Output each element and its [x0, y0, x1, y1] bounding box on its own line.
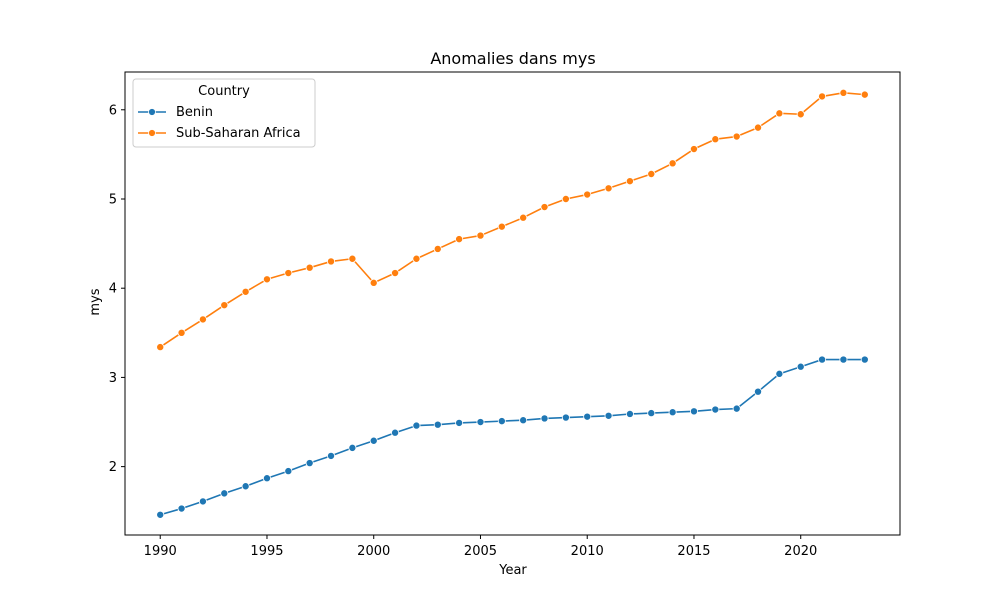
- legend-label-ssa: Sub-Saharan Africa: [176, 126, 301, 141]
- data-point-sub-saharan-africa: [348, 254, 357, 263]
- data-point-benin: [348, 443, 357, 452]
- data-point-benin: [818, 355, 827, 364]
- data-point-benin: [689, 407, 698, 416]
- data-point-sub-saharan-africa: [220, 301, 229, 310]
- data-point-sub-saharan-africa: [796, 110, 805, 119]
- data-point-sub-saharan-africa: [156, 343, 165, 352]
- axes-frame: [124, 71, 901, 536]
- data-point-benin: [198, 497, 207, 506]
- data-point-benin: [796, 362, 805, 371]
- data-point-sub-saharan-africa: [284, 269, 293, 278]
- data-point-sub-saharan-africa: [327, 257, 336, 266]
- data-point-benin: [860, 355, 869, 364]
- y-tick-label: 4: [109, 282, 117, 297]
- data-point-sub-saharan-africa: [369, 278, 378, 287]
- data-point-sub-saharan-africa: [497, 222, 506, 231]
- data-point-benin: [711, 405, 720, 414]
- data-point-sub-saharan-africa: [177, 328, 186, 337]
- x-tick-label: 1990: [144, 544, 177, 559]
- legend-marker-ssa: [148, 129, 156, 137]
- legend: Country Benin Sub-Saharan Africa: [132, 78, 316, 148]
- data-point-benin: [839, 355, 848, 364]
- data-point-benin: [284, 467, 293, 476]
- data-point-sub-saharan-africa: [561, 194, 570, 203]
- data-point-benin: [369, 436, 378, 445]
- data-point-benin: [412, 421, 421, 430]
- data-point-sub-saharan-africa: [391, 269, 400, 278]
- data-point-benin: [583, 412, 592, 421]
- data-point-benin: [668, 408, 677, 417]
- data-point-sub-saharan-africa: [860, 90, 869, 99]
- data-point-sub-saharan-africa: [455, 235, 464, 244]
- data-point-sub-saharan-africa: [647, 170, 656, 179]
- data-point-sub-saharan-africa: [198, 315, 207, 324]
- data-point-sub-saharan-africa: [839, 88, 848, 97]
- data-point-benin: [754, 387, 763, 396]
- data-point-benin: [647, 409, 656, 418]
- data-point-sub-saharan-africa: [519, 213, 528, 222]
- data-point-sub-saharan-africa: [754, 123, 763, 132]
- data-point-sub-saharan-africa: [433, 244, 442, 253]
- data-point-sub-saharan-africa: [604, 184, 613, 193]
- data-point-sub-saharan-africa: [732, 132, 741, 141]
- data-point-sub-saharan-africa: [241, 287, 250, 296]
- data-point-benin: [540, 414, 549, 423]
- data-point-benin: [519, 416, 528, 425]
- data-point-benin: [391, 428, 400, 437]
- y-tick-label: 5: [109, 192, 117, 207]
- data-point-sub-saharan-africa: [583, 190, 592, 199]
- data-point-benin: [604, 411, 613, 420]
- data-point-benin: [156, 510, 165, 519]
- legend-label-benin: Benin: [176, 105, 213, 120]
- data-point-sub-saharan-africa: [305, 263, 314, 272]
- x-tick-label: 2005: [464, 544, 497, 559]
- y-tick-label: 3: [109, 371, 117, 386]
- data-point-benin: [177, 504, 186, 513]
- series-line-benin: [160, 358, 865, 516]
- legend-box: [132, 78, 316, 148]
- y-tick-label: 6: [109, 103, 117, 118]
- data-point-benin: [625, 409, 634, 418]
- data-point-sub-saharan-africa: [262, 275, 271, 284]
- data-point-benin: [241, 482, 250, 491]
- x-tick-label: 2020: [784, 544, 817, 559]
- x-tick-label: 1995: [250, 544, 283, 559]
- data-point-benin: [455, 418, 464, 427]
- data-point-sub-saharan-africa: [668, 159, 677, 168]
- x-tick-label: 2000: [357, 544, 390, 559]
- data-point-benin: [476, 418, 485, 427]
- data-point-benin: [433, 420, 442, 429]
- data-point-benin: [327, 451, 336, 460]
- data-point-sub-saharan-africa: [689, 145, 698, 154]
- y-axis-label: mys: [88, 288, 103, 315]
- x-tick-label: 2015: [677, 544, 710, 559]
- chart-title: Anomalies dans mys: [430, 49, 595, 68]
- x-tick-label: 2010: [571, 544, 604, 559]
- data-point-sub-saharan-africa: [412, 254, 421, 263]
- data-point-benin: [220, 489, 229, 498]
- data-point-benin: [305, 459, 314, 468]
- data-point-sub-saharan-africa: [711, 135, 720, 144]
- x-axis-label: Year: [498, 563, 527, 578]
- data-point-benin: [732, 404, 741, 413]
- y-tick-label: 2: [109, 460, 117, 475]
- data-point-benin: [262, 474, 271, 483]
- series-line-sub-saharan-africa: [159, 92, 865, 348]
- data-point-sub-saharan-africa: [775, 109, 784, 118]
- data-point-sub-saharan-africa: [625, 177, 634, 186]
- data-point-benin: [561, 413, 570, 422]
- legend-marker-benin: [148, 108, 156, 116]
- plot-area: 1990 1995 2000 2005 2010 2015 2020 2 3 4 5 6: [109, 71, 901, 559]
- data-point-benin: [775, 369, 784, 378]
- legend-title: Country: [198, 84, 250, 99]
- data-point-sub-saharan-africa: [540, 203, 549, 212]
- data-point-benin: [497, 417, 506, 426]
- data-point-sub-saharan-africa: [476, 231, 485, 240]
- data-point-sub-saharan-africa: [818, 92, 827, 101]
